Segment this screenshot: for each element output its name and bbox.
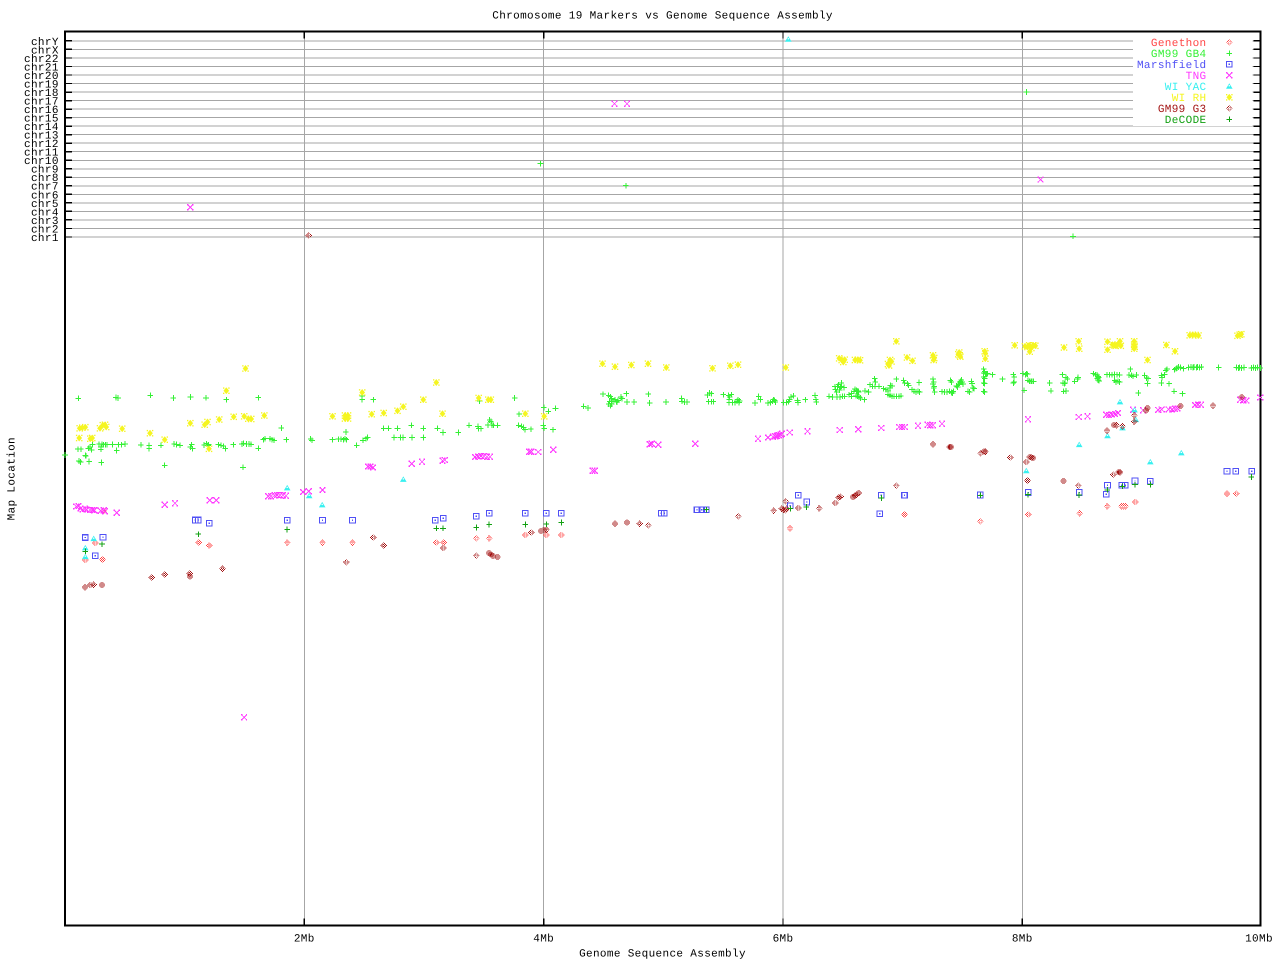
svg-text:2Mb: 2Mb: [294, 933, 315, 945]
svg-text:Map Location: Map Location: [7, 437, 19, 520]
svg-text:chr1: chr1: [31, 233, 59, 245]
svg-text:Genome Sequence Assembly: Genome Sequence Assembly: [579, 948, 746, 960]
svg-text:chr12: chr12: [24, 139, 59, 151]
svg-text:6Mb: 6Mb: [773, 933, 794, 945]
svg-text:chr19: chr19: [24, 79, 59, 91]
svg-text:Chromosome 19 Markers vs Genom: Chromosome 19 Markers vs Genome Sequence…: [492, 11, 833, 23]
svg-text:WI YAC: WI YAC: [1165, 82, 1207, 94]
svg-text:chrX: chrX: [31, 45, 59, 57]
svg-text:4Mb: 4Mb: [533, 933, 554, 945]
svg-text:chr4: chr4: [31, 207, 59, 219]
svg-text:chr17: chr17: [24, 97, 59, 109]
svg-text:chr16: chr16: [24, 105, 59, 117]
svg-text:chr7: chr7: [31, 182, 59, 194]
svg-text:chr15: chr15: [24, 114, 59, 126]
svg-text:chr11: chr11: [24, 148, 59, 160]
svg-text:10Mb: 10Mb: [1245, 933, 1273, 945]
svg-text:chr9: chr9: [31, 165, 59, 177]
svg-text:chr22: chr22: [24, 54, 59, 66]
svg-text:chr14: chr14: [24, 122, 59, 134]
svg-text:chr5: chr5: [31, 199, 59, 211]
svg-text:DeCODE: DeCODE: [1165, 115, 1207, 127]
svg-text:TNG: TNG: [1186, 71, 1207, 83]
svg-text:GM99 G3: GM99 G3: [1158, 104, 1207, 116]
svg-text:chr18: chr18: [24, 88, 59, 100]
svg-text:WI RH: WI RH: [1172, 93, 1207, 105]
svg-text:chr6: chr6: [31, 190, 59, 202]
svg-text:chr2: chr2: [31, 224, 59, 236]
svg-text:GM99 GB4: GM99 GB4: [1151, 49, 1207, 61]
svg-text:chr20: chr20: [24, 71, 59, 83]
svg-text:Marshfield: Marshfield: [1137, 60, 1207, 72]
svg-text:chrY: chrY: [31, 37, 59, 49]
svg-text:chr13: chr13: [24, 131, 59, 143]
svg-text:chr10: chr10: [24, 156, 59, 168]
svg-text:Genethon: Genethon: [1151, 38, 1207, 50]
svg-text:chr8: chr8: [31, 173, 59, 185]
svg-text:chr3: chr3: [31, 216, 59, 228]
svg-text:8Mb: 8Mb: [1012, 933, 1033, 945]
svg-text:chr21: chr21: [24, 62, 59, 74]
